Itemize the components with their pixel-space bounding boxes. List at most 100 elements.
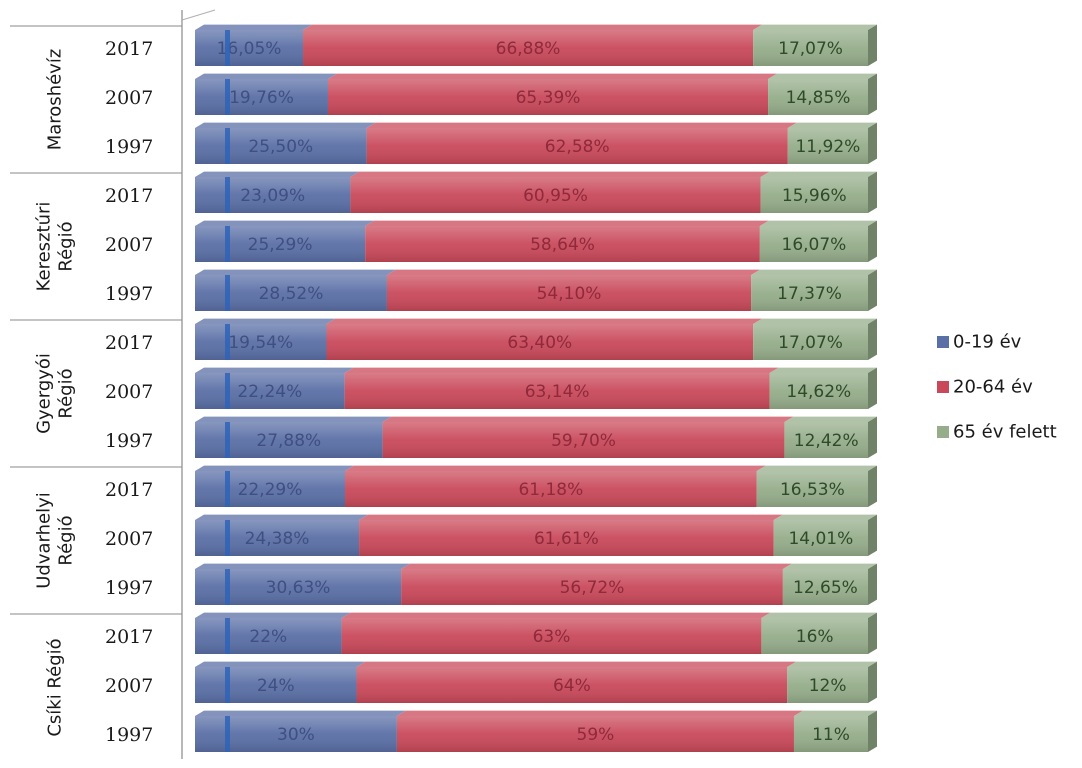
data-label: 25,29% xyxy=(248,235,313,255)
year-label: 2007 xyxy=(105,87,153,109)
bar-accent-stripe xyxy=(225,275,230,311)
data-label: 63,40% xyxy=(507,333,572,353)
bar-top-face xyxy=(356,661,797,667)
data-label: 12,65% xyxy=(793,578,858,598)
bar-accent-stripe xyxy=(225,324,230,360)
bar-top-face xyxy=(753,318,877,324)
data-label: 24% xyxy=(257,676,295,696)
bar-top-face xyxy=(195,465,355,471)
data-label: 58,64% xyxy=(530,235,595,255)
bar-top-face xyxy=(793,710,877,716)
data-label: 22,24% xyxy=(237,382,302,402)
data-label: 17,07% xyxy=(778,333,843,353)
bar-top-face xyxy=(195,710,406,716)
bar-segment-shine xyxy=(366,128,788,164)
bar-segment-shine xyxy=(195,667,357,703)
bar-top-face xyxy=(787,661,877,667)
bar-side-face xyxy=(868,563,877,605)
year-label: 1997 xyxy=(105,283,153,305)
data-label: 24,38% xyxy=(245,529,310,549)
bar-accent-stripe xyxy=(225,226,230,262)
bar-segment-shine xyxy=(195,30,304,66)
data-label: 65,39% xyxy=(516,88,581,108)
data-label: 63,14% xyxy=(525,382,590,402)
data-label: 11% xyxy=(812,725,850,745)
bar-row: 24% 64% 12% xyxy=(195,661,877,703)
bar-side-face xyxy=(868,24,877,67)
data-label: 61,18% xyxy=(518,480,583,500)
bar-row: 22% 63% 16% xyxy=(195,612,877,654)
bar-segment-shine xyxy=(359,520,774,556)
bar-segment-shine xyxy=(195,618,342,654)
bar-top-face xyxy=(350,171,770,177)
region-label: Régió xyxy=(56,368,77,418)
bar-segment-shine xyxy=(365,226,760,262)
bar-top-face xyxy=(195,367,354,373)
bar-segment-shine xyxy=(326,324,754,360)
bar-accent-stripe xyxy=(225,667,230,703)
region-label: Maroshévíz xyxy=(45,49,66,151)
bar-top-face xyxy=(359,514,783,520)
bar-top-face xyxy=(326,318,763,324)
legend-entry: 20-64 év xyxy=(953,377,1033,398)
year-label: 1997 xyxy=(105,136,153,158)
bar-top-face xyxy=(787,122,877,128)
region-label: Udvarhelyi xyxy=(34,492,55,589)
bar-side-face xyxy=(868,171,877,213)
bar-side-face xyxy=(868,710,877,752)
bar-top-face xyxy=(195,661,366,667)
bar-segment-shine xyxy=(195,226,366,262)
bar-accent-stripe xyxy=(225,716,230,752)
bar-top-face xyxy=(773,514,877,520)
legend-entry: 65 év felett xyxy=(953,422,1057,443)
data-label: 12% xyxy=(809,676,847,696)
bar-segment-shine xyxy=(396,716,794,752)
bar-top-face xyxy=(401,563,792,569)
bar-top-face xyxy=(303,24,763,30)
bar-top-face xyxy=(365,220,769,226)
bar-row: 19,76% 65,39% 14,85% xyxy=(195,73,877,115)
bar-segment-shine xyxy=(195,471,346,507)
bar-top-face xyxy=(195,416,392,422)
bar-top-face xyxy=(769,367,877,373)
data-label: 12,42% xyxy=(794,431,859,451)
bar-top-face xyxy=(761,612,877,618)
bar-segment-shine xyxy=(344,373,770,409)
region-label: Keresztúri xyxy=(34,202,55,292)
bar-accent-stripe xyxy=(225,177,230,213)
bar-top-face xyxy=(751,269,877,275)
bar-row: 27,88% 59,70% 12,42% xyxy=(195,416,877,458)
data-label: 19,54% xyxy=(228,333,293,353)
bar-row: 25,29% 58,64% 16,07% xyxy=(195,220,877,262)
year-label: 2017 xyxy=(105,626,153,648)
bar-segment-shine xyxy=(327,79,769,115)
bar-top-face xyxy=(396,710,803,716)
data-label: 22,29% xyxy=(238,480,303,500)
bar-accent-stripe xyxy=(225,618,230,654)
bar-top-face xyxy=(341,612,771,618)
bar-side-face xyxy=(868,73,877,115)
bar-accent-stripe xyxy=(225,422,230,458)
data-label: 59,70% xyxy=(551,431,616,451)
bar-top-face xyxy=(195,269,396,275)
region-label: Régió xyxy=(56,221,77,271)
bar-accent-stripe xyxy=(225,30,230,66)
year-label: 2007 xyxy=(105,675,153,697)
bar-segment-shine xyxy=(751,275,868,311)
bar-segment-shine xyxy=(356,667,788,703)
data-label: 60,95% xyxy=(523,186,588,206)
bar-top-face xyxy=(382,416,794,422)
data-label: 17,07% xyxy=(778,39,843,59)
data-label: 19,76% xyxy=(229,88,294,108)
bar-row: 25,50% 62,58% 11,92% xyxy=(195,122,877,164)
data-label: 16,53% xyxy=(780,480,845,500)
data-label: 16% xyxy=(796,627,834,647)
data-label: 25,50% xyxy=(248,137,313,157)
year-label: 2007 xyxy=(105,528,153,550)
bar-segment-shine xyxy=(401,569,783,605)
bar-top-face xyxy=(756,465,877,471)
bar-side-face xyxy=(868,416,877,458)
bar-top-face xyxy=(195,24,313,30)
bar-top-face xyxy=(345,465,766,471)
